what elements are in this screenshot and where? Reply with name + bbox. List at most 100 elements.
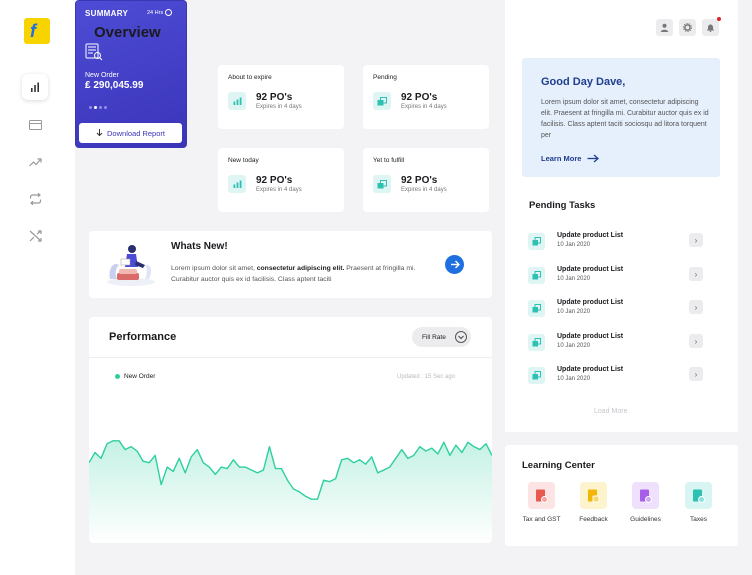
po-card-value: 92 PO's (401, 92, 438, 103)
task-date: 10 Jan 2020 (557, 276, 591, 282)
carousel-dot-active[interactable] (94, 106, 97, 109)
settings-button[interactable] (679, 19, 696, 36)
greeting-text: Lorem ipsum dolor sit amet, consectetur … (541, 99, 709, 139)
legend-label: New Order (124, 373, 156, 380)
pending-stack-icon (373, 92, 391, 110)
po-card-about-to-expire[interactable]: About to expire 92 PO's Expires in 4 day… (218, 65, 344, 129)
updated-timestamp: Updated : 15 Sec ago (397, 374, 456, 380)
series-area-new-order (89, 440, 492, 543)
tax-doc-icon (528, 482, 555, 509)
learning-item-taxes[interactable]: Taxes (671, 482, 726, 523)
task-item[interactable]: Update product List 10 Jan 2020 › (528, 364, 704, 388)
po-card-pending[interactable]: Pending 92 PO's Expires in 4 days (363, 65, 489, 129)
chevron-right-icon[interactable]: › (689, 334, 703, 348)
task-name: Update product List (557, 333, 624, 340)
summary-range-label: 24 Hrs (147, 9, 164, 16)
new-order-value: ₤ 290,045.99 (85, 80, 144, 91)
chevron-down-icon (165, 9, 173, 16)
profile-button[interactable] (656, 19, 673, 36)
shuffle-icon (29, 230, 42, 242)
po-card-sub: Expires in 4 days (256, 104, 302, 110)
chevron-right-icon[interactable]: › (689, 233, 703, 247)
task-doc-icon (528, 334, 545, 351)
performance-card: Performance Fill Rate New Order Updated … (89, 317, 492, 543)
nav-item-cards[interactable] (22, 112, 48, 138)
notification-dot (717, 17, 721, 21)
task-name: Update product List (557, 366, 624, 373)
nav-item-returns[interactable] (22, 186, 48, 212)
performance-title: Performance (109, 331, 177, 343)
task-date: 10 Jan 2020 (557, 309, 591, 315)
po-card-sub: Expires in 4 days (256, 187, 302, 193)
po-card-label: Yet to fulfill (373, 157, 405, 164)
task-date: 10 Jan 2020 (557, 376, 591, 382)
learn-more-link[interactable]: Learn More (541, 154, 600, 163)
whats-new-next-button[interactable] (445, 255, 464, 274)
download-report-button[interactable]: Download Report (79, 123, 182, 143)
chevron-right-icon[interactable]: › (689, 300, 703, 314)
learning-item-tax-and-gst[interactable]: Tax and GST (514, 482, 569, 523)
summary-title: SUMMARY (85, 9, 129, 18)
task-name: Update product List (557, 232, 624, 239)
whats-new-text: Lorem ipsum dolor sit amet, consectetur … (171, 263, 421, 285)
task-item[interactable]: Update product List 10 Jan 2020 › (528, 331, 704, 355)
task-name: Update product List (557, 299, 624, 306)
carousel-dot[interactable] (104, 106, 107, 109)
task-doc-icon (528, 367, 545, 384)
arrow-right-icon (587, 154, 600, 163)
chevron-right-icon[interactable]: › (689, 367, 703, 381)
carousel-dots[interactable] (89, 106, 107, 109)
task-item[interactable]: Update product List 10 Jan 2020 › (528, 297, 704, 321)
nav-item-trends[interactable] (22, 149, 48, 175)
chart-legend: New Order (115, 373, 155, 380)
load-more-button[interactable]: Load More (594, 408, 628, 415)
carousel-dot[interactable] (99, 106, 102, 109)
po-card-yet-to-fulfill[interactable]: Yet to fulfill 92 PO's Expires in 4 days (363, 148, 489, 212)
logo-letter: f (30, 21, 36, 41)
right-column: Good Day Dave, Lorem ipsum dolor sit ame… (505, 0, 752, 575)
new-order-label: New Order (85, 72, 119, 79)
user-icon (660, 23, 669, 32)
bar-chart-icon (228, 92, 246, 110)
divider (89, 357, 492, 358)
learning-item-guidelines[interactable]: Guidelines (618, 482, 673, 523)
po-card-value: 92 PO's (256, 92, 293, 103)
summary-card: SUMMARY 24 Hrs New Order ₤ 290,045.99 Do… (75, 0, 187, 148)
po-card-value: 92 PO's (401, 175, 438, 186)
nav-item-shuffle[interactable] (22, 223, 48, 249)
flipkart-logo[interactable]: f (24, 18, 50, 44)
guidelines-doc-icon (632, 482, 659, 509)
page-title: Overview (94, 24, 161, 41)
performance-area-chart (89, 440, 492, 543)
learn-more-label: Learn More (541, 154, 582, 163)
right-panel: Good Day Dave, Lorem ipsum dolor sit ame… (505, 0, 738, 432)
fill-rate-label: Fill Rate (422, 333, 446, 341)
learning-item-label: Taxes (690, 516, 707, 523)
pending-tasks-title: Pending Tasks (529, 200, 596, 211)
notifications-button[interactable] (702, 17, 721, 36)
learning-item-label: Guidelines (630, 516, 661, 523)
download-report-label: Download Report (107, 128, 165, 138)
whats-new-text-end: Praesent at fringilla mi. Curabitur auct… (171, 265, 416, 283)
bar-chart-icon (31, 82, 39, 92)
carousel-dot[interactable] (89, 106, 92, 109)
po-card-label: New today (228, 157, 259, 164)
po-card-sub: Expires in 4 days (401, 104, 447, 110)
learning-item-label: Feedback (579, 516, 608, 523)
header-actions (656, 17, 721, 36)
fill-rate-dropdown[interactable]: Fill Rate (412, 327, 471, 347)
po-card-new-today[interactable]: New today 92 PO's Expires in 4 days (218, 148, 344, 212)
task-item[interactable]: Update product List 10 Jan 2020 › (528, 230, 704, 254)
task-doc-icon (528, 233, 545, 250)
chevron-right-icon[interactable]: › (689, 267, 703, 281)
task-item[interactable]: Update product List 10 Jan 2020 › (528, 264, 704, 288)
task-date: 10 Jan 2020 (557, 242, 591, 248)
reading-person-illustration (107, 245, 155, 286)
greeting-title: Good Day Dave, (541, 76, 626, 88)
download-icon (96, 129, 103, 137)
nav-item-analytics[interactable] (22, 74, 48, 100)
learning-item-feedback[interactable]: Feedback (566, 482, 621, 523)
arrow-right-icon (450, 260, 460, 269)
summary-range-selector[interactable]: 24 Hrs (147, 9, 173, 16)
whats-new-title: Whats New! (171, 241, 228, 252)
